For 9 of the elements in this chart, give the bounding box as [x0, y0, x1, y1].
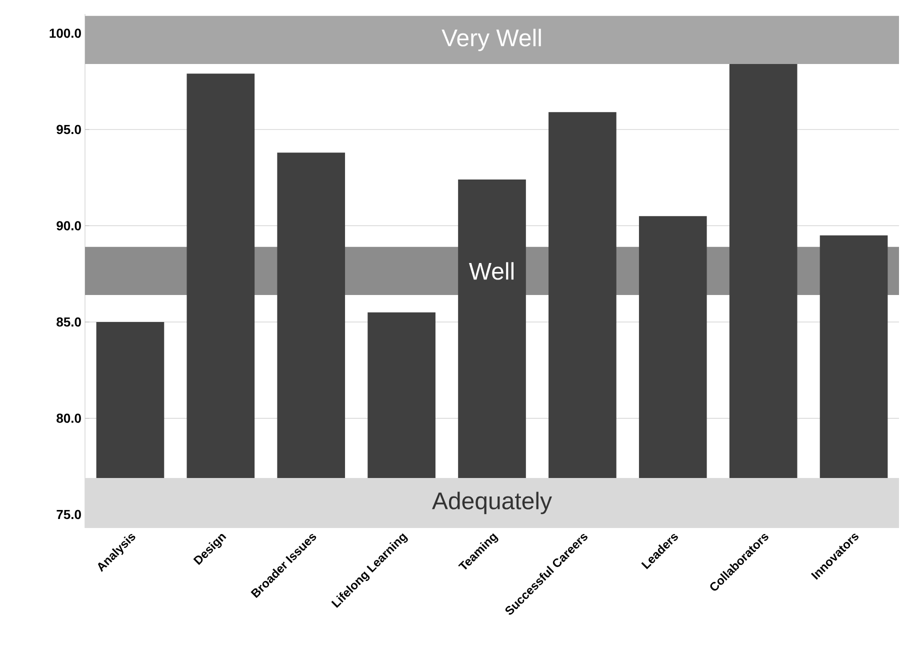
band-label: Adequately — [432, 492, 552, 514]
y-tick-label: 75.0 — [56, 510, 81, 520]
y-tick-label: 100.0 — [50, 28, 81, 38]
band-label: Very Well — [442, 28, 541, 52]
y-tick-label: 95.0 — [56, 124, 81, 134]
y-tick-label: 80.0 — [56, 414, 81, 423]
y-tick-label: 85.0 — [56, 317, 81, 327]
y-tick-label: 90.0 — [56, 221, 81, 230]
band-label: Well — [468, 262, 514, 280]
